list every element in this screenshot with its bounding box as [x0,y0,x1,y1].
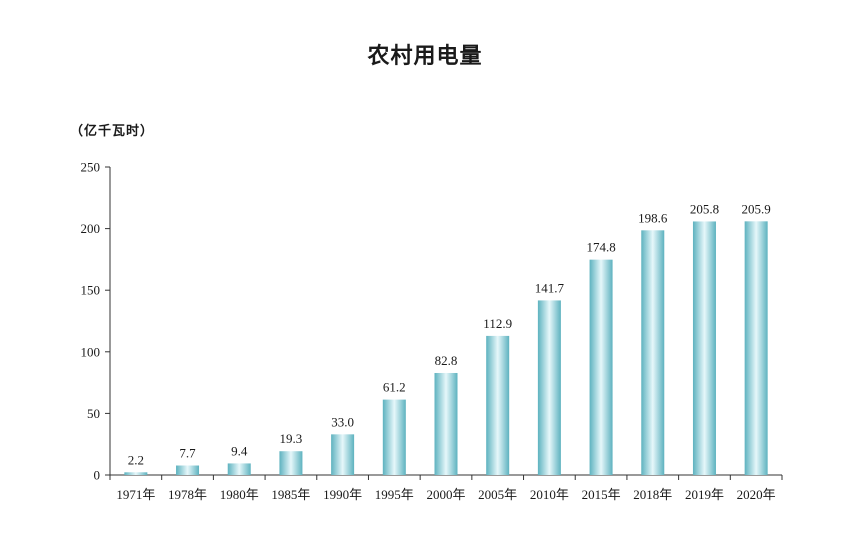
category-label: 2019年 [685,487,724,502]
category-label: 2015年 [582,487,621,502]
bar-value-label: 9.4 [231,443,248,458]
bar [692,221,716,475]
bar-value-label: 205.9 [742,201,771,216]
bar [537,300,561,475]
y-tick-label: 0 [94,468,101,483]
category-label: 2018年 [633,487,672,502]
bar-value-label: 82.8 [435,353,458,368]
bar-value-label: 174.8 [586,240,615,255]
bar-value-label: 19.3 [280,431,303,446]
bar [434,372,458,475]
x-axis [109,474,783,480]
value-labels: 2.2 7.7 9.4 19.3 33.0 61.2 82.8 112.9 141.7 174.8… [128,201,771,467]
bar [176,465,200,475]
y-tick-label: 150 [81,283,101,298]
y-axis: 0 50 100 150 200 250 [81,160,111,483]
category-label: 1995年 [375,487,414,502]
y-axis-unit-label: （亿千瓦时） [70,124,155,139]
bar-value-label: 112.9 [483,316,512,331]
bar-value-label: 205.8 [690,201,719,216]
y-tick-label: 100 [81,344,101,359]
bar [227,463,251,475]
category-label: 1980年 [220,487,259,502]
bar-value-label: 33.0 [331,414,354,429]
bar-value-label: 2.2 [128,452,144,467]
category-labels: 1971年 1978年 1980年 1985年 1990年 1995年 2000年 2005年… [116,487,775,502]
category-label: 2005年 [478,487,517,502]
category-label: 1971年 [116,487,155,502]
category-label: 2020年 [737,487,776,502]
bar-value-label: 7.7 [179,446,196,461]
bar [486,335,510,475]
category-label: 2010年 [530,487,569,502]
bar [641,230,665,475]
bars [124,221,768,475]
y-tick-label: 250 [81,160,101,175]
bar [589,259,613,475]
category-label: 1990年 [323,487,362,502]
bar-value-label: 61.2 [383,380,406,395]
bar-value-label: 198.6 [638,210,668,225]
bar [279,451,303,475]
bar [331,434,355,475]
bar-value-label: 141.7 [535,280,565,295]
bar [124,472,148,475]
y-tick-label: 200 [81,221,101,236]
chart-title: 农村用电量 [367,43,483,69]
category-label: 1985年 [271,487,310,502]
y-tick-label: 50 [87,406,100,421]
bar [744,221,768,475]
bar [382,399,406,475]
category-label: 1978年 [168,487,207,502]
category-label: 2000年 [426,487,465,502]
